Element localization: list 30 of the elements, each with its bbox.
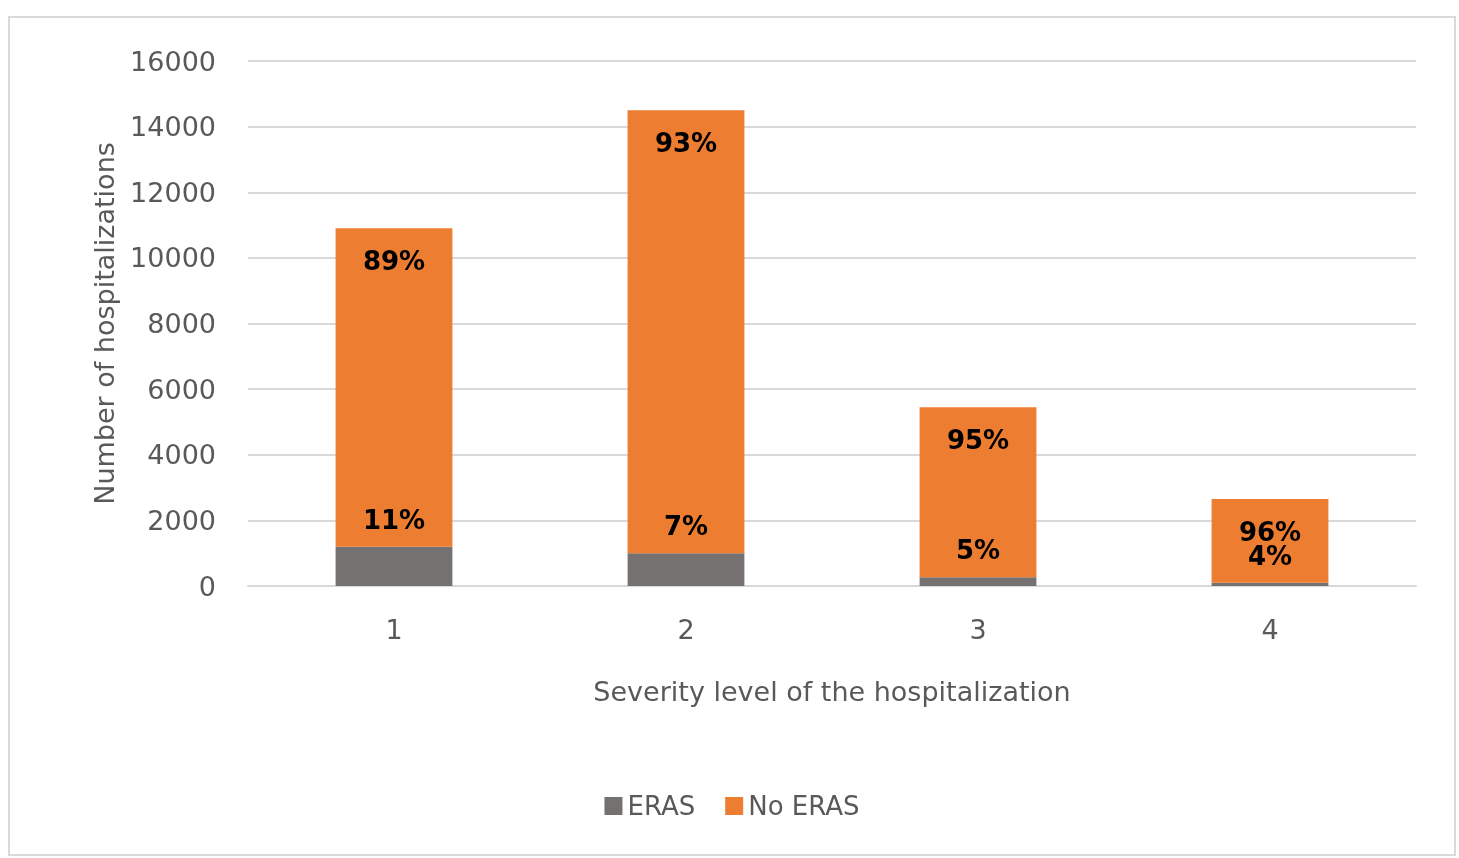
annotation: 7%: [663, 511, 709, 542]
annotation: 93%: [654, 128, 718, 159]
y-tick-label: 4000: [147, 439, 216, 471]
y-tick-label: 16000: [130, 45, 216, 77]
legend-label: No ERAS: [748, 791, 860, 821]
x-tick-label: 3: [969, 614, 987, 645]
x-tick-label: 1: [385, 614, 403, 645]
bar: [335, 546, 453, 586]
y-tick-label: 14000: [130, 111, 216, 143]
bar: [627, 110, 745, 554]
legend-label: ERAS: [627, 791, 696, 821]
x-tick-label: 2: [677, 614, 695, 645]
bar: [627, 553, 745, 586]
bar: [1211, 582, 1329, 586]
y-axis-title: Number of hospitalizations: [89, 142, 120, 505]
annotation: 95%: [946, 425, 1010, 456]
annotation: 5%: [955, 535, 1001, 566]
y-tick-label: 8000: [147, 308, 216, 339]
y-tick-label: 6000: [147, 373, 216, 405]
y-tick-label: 0: [198, 570, 216, 602]
annotation: 89%: [362, 246, 426, 277]
x-tick-label: 4: [1261, 614, 1279, 645]
x-axis-title: Severity level of the hospitalization: [593, 676, 1071, 707]
bar: [919, 407, 1037, 578]
y-tick-label: 12000: [130, 176, 216, 208]
bar: [335, 228, 453, 547]
y-tick-label: 2000: [147, 504, 216, 536]
y-tick-label: 10000: [130, 242, 216, 274]
annotation: 11%: [362, 504, 426, 535]
bar: [919, 577, 1037, 586]
